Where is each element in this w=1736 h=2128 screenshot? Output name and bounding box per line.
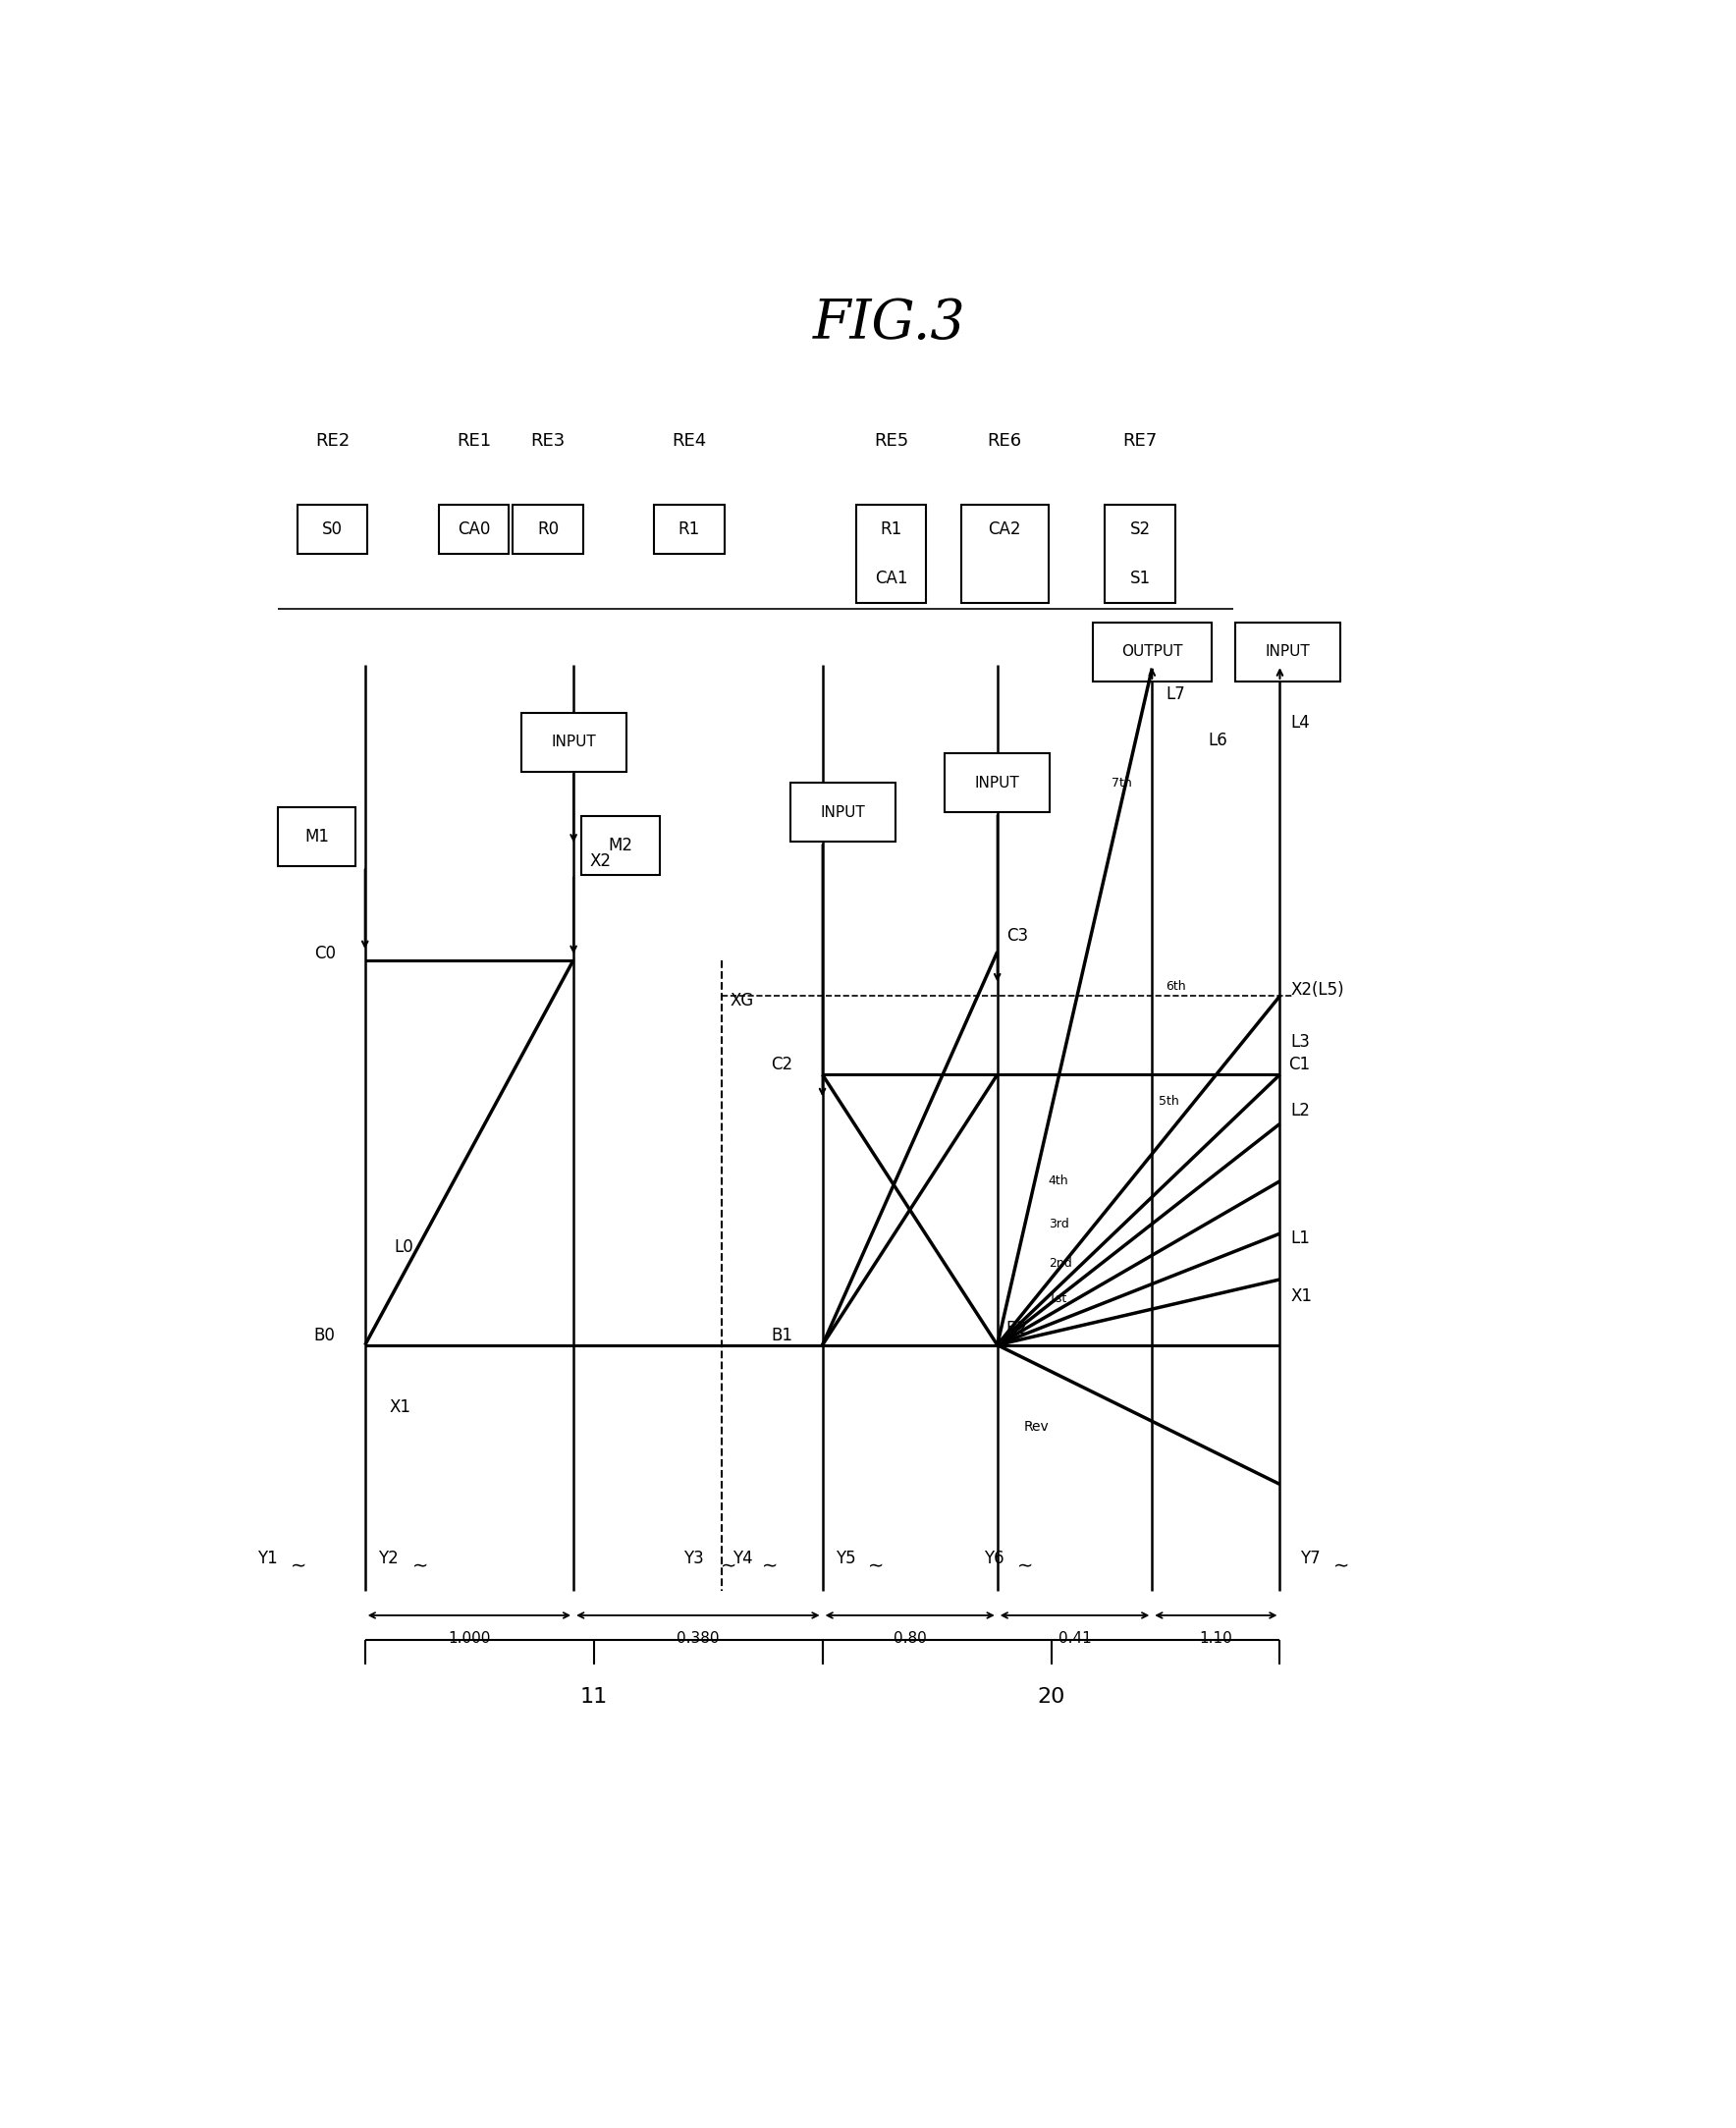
Text: L4: L4 bbox=[1290, 713, 1311, 732]
Text: ∼: ∼ bbox=[1017, 1558, 1033, 1575]
Text: RE7: RE7 bbox=[1123, 432, 1158, 449]
Text: ∼: ∼ bbox=[762, 1558, 778, 1575]
Bar bbox=[521, 713, 627, 772]
Bar bbox=[856, 504, 925, 602]
Text: 0.380: 0.380 bbox=[677, 1630, 719, 1645]
Text: C3: C3 bbox=[1007, 926, 1028, 945]
Text: L1: L1 bbox=[1290, 1230, 1311, 1247]
Bar bbox=[1106, 504, 1175, 602]
Text: C2: C2 bbox=[771, 1055, 793, 1075]
Text: C1: C1 bbox=[1288, 1055, 1309, 1075]
Text: 2nd: 2nd bbox=[1049, 1258, 1071, 1270]
Text: 11: 11 bbox=[580, 1688, 608, 1707]
Text: B1: B1 bbox=[771, 1326, 793, 1345]
Text: Y6: Y6 bbox=[984, 1549, 1003, 1566]
Text: OUTPUT: OUTPUT bbox=[1121, 645, 1182, 660]
Text: 20: 20 bbox=[1036, 1688, 1066, 1707]
Bar bbox=[582, 815, 660, 875]
Bar bbox=[514, 504, 583, 553]
Text: CA1: CA1 bbox=[875, 570, 908, 587]
Text: S1: S1 bbox=[1130, 570, 1151, 587]
Text: INPUT: INPUT bbox=[976, 775, 1019, 789]
Text: L2: L2 bbox=[1290, 1102, 1311, 1119]
Text: 0.80: 0.80 bbox=[894, 1630, 927, 1645]
Text: X2: X2 bbox=[590, 853, 611, 870]
Text: RE4: RE4 bbox=[672, 432, 707, 449]
Bar bbox=[944, 753, 1050, 813]
Text: S0: S0 bbox=[323, 519, 344, 538]
Text: INPUT: INPUT bbox=[1266, 645, 1311, 660]
Text: ∼: ∼ bbox=[1333, 1558, 1351, 1575]
Text: M1: M1 bbox=[304, 828, 328, 847]
Text: RE5: RE5 bbox=[873, 432, 908, 449]
Text: RE2: RE2 bbox=[316, 432, 351, 449]
Text: R1: R1 bbox=[679, 519, 700, 538]
Bar bbox=[654, 504, 724, 553]
Text: R1: R1 bbox=[880, 519, 903, 538]
Text: B2: B2 bbox=[1005, 1319, 1028, 1339]
Text: Rev: Rev bbox=[1024, 1419, 1050, 1434]
Text: Y7: Y7 bbox=[1300, 1549, 1321, 1566]
Bar bbox=[1236, 621, 1340, 681]
Text: 1.000: 1.000 bbox=[448, 1630, 491, 1645]
Text: ∼: ∼ bbox=[292, 1558, 307, 1575]
Text: M2: M2 bbox=[608, 836, 634, 853]
Text: Y1: Y1 bbox=[257, 1549, 278, 1566]
Text: ∼: ∼ bbox=[868, 1558, 884, 1575]
Text: ∼: ∼ bbox=[720, 1558, 736, 1575]
Text: L6: L6 bbox=[1208, 732, 1227, 749]
Text: 0.41: 0.41 bbox=[1059, 1630, 1092, 1645]
Bar bbox=[299, 504, 368, 553]
Text: RE3: RE3 bbox=[531, 432, 566, 449]
Text: XG: XG bbox=[729, 992, 753, 1011]
Bar bbox=[1094, 621, 1212, 681]
Text: L7: L7 bbox=[1165, 685, 1186, 704]
Text: INPUT: INPUT bbox=[819, 804, 865, 819]
Bar bbox=[278, 807, 356, 866]
Text: 6th: 6th bbox=[1165, 979, 1186, 992]
Text: Y2: Y2 bbox=[378, 1549, 399, 1566]
Text: 1st: 1st bbox=[1049, 1292, 1068, 1304]
Text: X1: X1 bbox=[1290, 1287, 1312, 1304]
Text: C0: C0 bbox=[314, 945, 335, 962]
Text: L0: L0 bbox=[394, 1238, 413, 1256]
Text: 7th: 7th bbox=[1111, 777, 1132, 789]
Text: CA2: CA2 bbox=[988, 519, 1021, 538]
Bar bbox=[439, 504, 509, 553]
Bar bbox=[962, 504, 1049, 602]
Text: Y4: Y4 bbox=[733, 1549, 752, 1566]
Text: CA0: CA0 bbox=[458, 519, 490, 538]
Text: ∼: ∼ bbox=[411, 1558, 429, 1575]
Bar bbox=[790, 783, 896, 843]
Text: Y3: Y3 bbox=[684, 1549, 705, 1566]
Text: FIG.3: FIG.3 bbox=[812, 298, 967, 351]
Text: 5th: 5th bbox=[1160, 1094, 1179, 1107]
Text: X2(L5): X2(L5) bbox=[1290, 981, 1344, 998]
Text: Y5: Y5 bbox=[837, 1549, 856, 1566]
Text: B0: B0 bbox=[314, 1326, 335, 1345]
Text: RE1: RE1 bbox=[457, 432, 491, 449]
Text: X1: X1 bbox=[389, 1398, 411, 1415]
Text: R0: R0 bbox=[536, 519, 559, 538]
Text: 4th: 4th bbox=[1049, 1175, 1069, 1187]
Text: RE6: RE6 bbox=[988, 432, 1023, 449]
Text: L3: L3 bbox=[1290, 1032, 1311, 1051]
Text: INPUT: INPUT bbox=[550, 734, 595, 749]
Text: 1.10: 1.10 bbox=[1200, 1630, 1233, 1645]
Text: 3rd: 3rd bbox=[1049, 1217, 1069, 1230]
Text: S2: S2 bbox=[1130, 519, 1151, 538]
